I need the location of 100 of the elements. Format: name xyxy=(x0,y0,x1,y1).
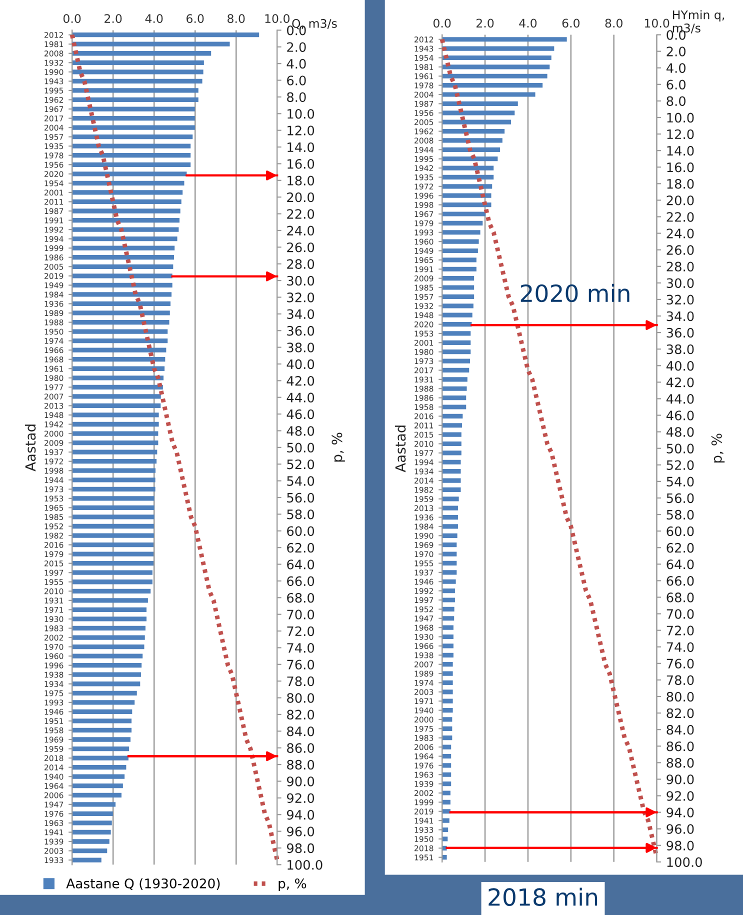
y2-tick-label: 40.0 xyxy=(666,360,694,371)
y2-tick-label: 94.0 xyxy=(286,810,314,820)
y2-tick-label: 96.0 xyxy=(666,824,694,834)
y2-tick-label: 52.0 xyxy=(666,460,694,470)
bar xyxy=(442,239,479,244)
bar xyxy=(72,830,111,835)
x-tick-label: 4.0 xyxy=(145,14,163,24)
y2-tick-label: 78.0 xyxy=(666,675,694,686)
bar xyxy=(442,616,454,621)
y2-tick-label: 30.0 xyxy=(287,276,314,286)
y2-tick-label: 22.0 xyxy=(666,212,694,222)
y2-tick-label: 2.0 xyxy=(287,42,306,52)
bar xyxy=(442,671,453,676)
bar xyxy=(442,322,472,327)
bar xyxy=(72,329,168,334)
y2-tick-label: 12.0 xyxy=(667,129,694,140)
y2-tick-label: 26.0 xyxy=(287,242,314,252)
bar xyxy=(442,524,458,529)
bar xyxy=(442,46,554,51)
bar xyxy=(442,74,548,78)
bar xyxy=(72,858,102,862)
bar xyxy=(442,708,453,713)
y2-tick-label: 66.0 xyxy=(287,576,314,586)
y2-tick-label: 68.0 xyxy=(666,592,694,602)
bar xyxy=(72,570,152,575)
bar xyxy=(72,199,182,204)
bar xyxy=(442,350,471,354)
y2-tick-label: 36.0 xyxy=(287,326,314,336)
bar xyxy=(442,128,505,134)
bar xyxy=(72,338,168,344)
y2-tick-label: 34.0 xyxy=(287,309,314,320)
bar xyxy=(72,134,193,140)
y2-tick-label: 50.0 xyxy=(666,444,694,454)
bar xyxy=(442,120,512,124)
y2-tick-label: 78.0 xyxy=(287,676,314,686)
y2-tick-label: 32.0 xyxy=(287,292,314,302)
bar xyxy=(442,147,500,152)
y2-tick-label: 20.0 xyxy=(287,192,314,202)
bar xyxy=(72,180,184,186)
bar xyxy=(442,533,458,538)
bar xyxy=(72,746,130,752)
x-tick-label: 8.0 xyxy=(228,14,245,24)
y2-tick-label: 62.0 xyxy=(666,542,694,553)
bar xyxy=(442,552,457,556)
bar xyxy=(72,394,161,399)
y2-tick-label: 38.0 xyxy=(287,342,314,352)
bar xyxy=(442,184,492,189)
bar xyxy=(72,718,132,724)
bar xyxy=(442,662,453,667)
bar xyxy=(442,377,468,382)
bar xyxy=(72,51,212,56)
y2-tick-label: 8.0 xyxy=(287,92,306,102)
bar xyxy=(442,800,450,804)
bar xyxy=(442,644,454,648)
bar xyxy=(442,836,448,842)
bar xyxy=(442,542,457,548)
bar xyxy=(442,744,452,750)
bar xyxy=(442,606,454,612)
bar xyxy=(72,690,137,696)
y2-tick-label: 46.0 xyxy=(666,410,694,420)
bar xyxy=(442,560,457,566)
y2-tick-label: 54.0 xyxy=(287,476,314,486)
bar xyxy=(442,855,447,860)
bar xyxy=(442,754,452,759)
bar xyxy=(72,357,166,362)
y2-tick-label: 22.0 xyxy=(287,209,314,219)
bar xyxy=(72,626,146,631)
y2-tick-label: 84.0 xyxy=(666,724,694,735)
bar xyxy=(72,320,170,325)
bar xyxy=(442,496,459,502)
bar xyxy=(72,162,191,167)
y2-tick-label: 76.0 xyxy=(666,658,694,669)
bar xyxy=(72,125,195,130)
bar xyxy=(72,440,158,446)
y2-tick-label: 70.0 xyxy=(287,610,314,620)
legend-label: p, % xyxy=(278,878,306,891)
y2-tick-label: 88.0 xyxy=(287,760,314,770)
bar xyxy=(442,570,457,575)
bar xyxy=(72,403,161,408)
bar xyxy=(442,625,454,630)
bar xyxy=(72,106,195,112)
y2-tick-label: 68.0 xyxy=(287,592,314,603)
bar xyxy=(72,384,163,390)
bar xyxy=(72,533,154,538)
bar xyxy=(72,839,110,844)
bar xyxy=(72,190,183,195)
y2-tick-label: 88.0 xyxy=(666,758,694,768)
bar xyxy=(72,496,154,501)
bar xyxy=(442,763,452,768)
bar xyxy=(442,478,461,483)
x-tick-label: 0.0 xyxy=(433,18,451,28)
bar xyxy=(72,542,154,548)
y2-tick-label: 80.0 xyxy=(666,692,694,702)
y2-tick-label: 24.0 xyxy=(287,226,314,236)
y2-tick-label: 74.0 xyxy=(666,642,694,652)
bar xyxy=(442,441,462,446)
bar xyxy=(442,248,478,254)
bar xyxy=(442,506,458,510)
bar xyxy=(72,459,157,464)
bar xyxy=(442,358,470,364)
